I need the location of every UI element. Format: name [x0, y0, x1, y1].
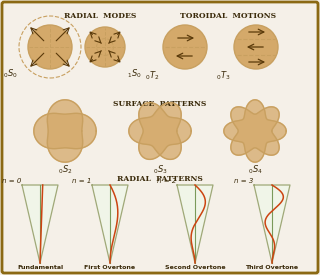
Text: First Overtone: First Overtone	[84, 265, 136, 270]
Text: $_0S_3$: $_0S_3$	[153, 164, 167, 177]
Circle shape	[234, 25, 278, 69]
Text: $_0T_3$: $_0T_3$	[215, 69, 230, 81]
Polygon shape	[254, 185, 290, 263]
Polygon shape	[177, 185, 213, 263]
Polygon shape	[129, 103, 181, 160]
Text: n = 3: n = 3	[234, 178, 253, 184]
Text: $_0S_4$: $_0S_4$	[248, 164, 262, 177]
Polygon shape	[92, 185, 128, 263]
Text: $_0S_0$: $_0S_0$	[3, 67, 18, 79]
Text: $_0T_2$: $_0T_2$	[145, 69, 159, 81]
Polygon shape	[22, 185, 58, 263]
Polygon shape	[139, 103, 191, 160]
Text: TOROIDAL  MOTIONS: TOROIDAL MOTIONS	[180, 12, 276, 20]
Circle shape	[85, 27, 125, 67]
Text: n = 1: n = 1	[72, 178, 91, 184]
Text: n = 2: n = 2	[156, 178, 176, 184]
Text: RADIAL  PATTERNS: RADIAL PATTERNS	[117, 175, 203, 183]
Polygon shape	[224, 100, 286, 162]
Text: Third Overtone: Third Overtone	[245, 265, 299, 270]
Text: Second Overtone: Second Overtone	[165, 265, 225, 270]
Polygon shape	[47, 100, 83, 162]
Text: n = 0: n = 0	[2, 178, 21, 184]
Circle shape	[28, 25, 72, 69]
FancyBboxPatch shape	[2, 2, 318, 273]
Text: SURFACE  PATTERNS: SURFACE PATTERNS	[113, 100, 207, 108]
Text: $_1S_0$: $_1S_0$	[127, 67, 142, 79]
Text: $_0S_2$: $_0S_2$	[58, 164, 72, 177]
Text: RADIAL  MODES: RADIAL MODES	[64, 12, 136, 20]
Polygon shape	[34, 113, 96, 149]
Circle shape	[163, 25, 207, 69]
Text: Fundamental: Fundamental	[17, 265, 63, 270]
Polygon shape	[231, 107, 279, 155]
